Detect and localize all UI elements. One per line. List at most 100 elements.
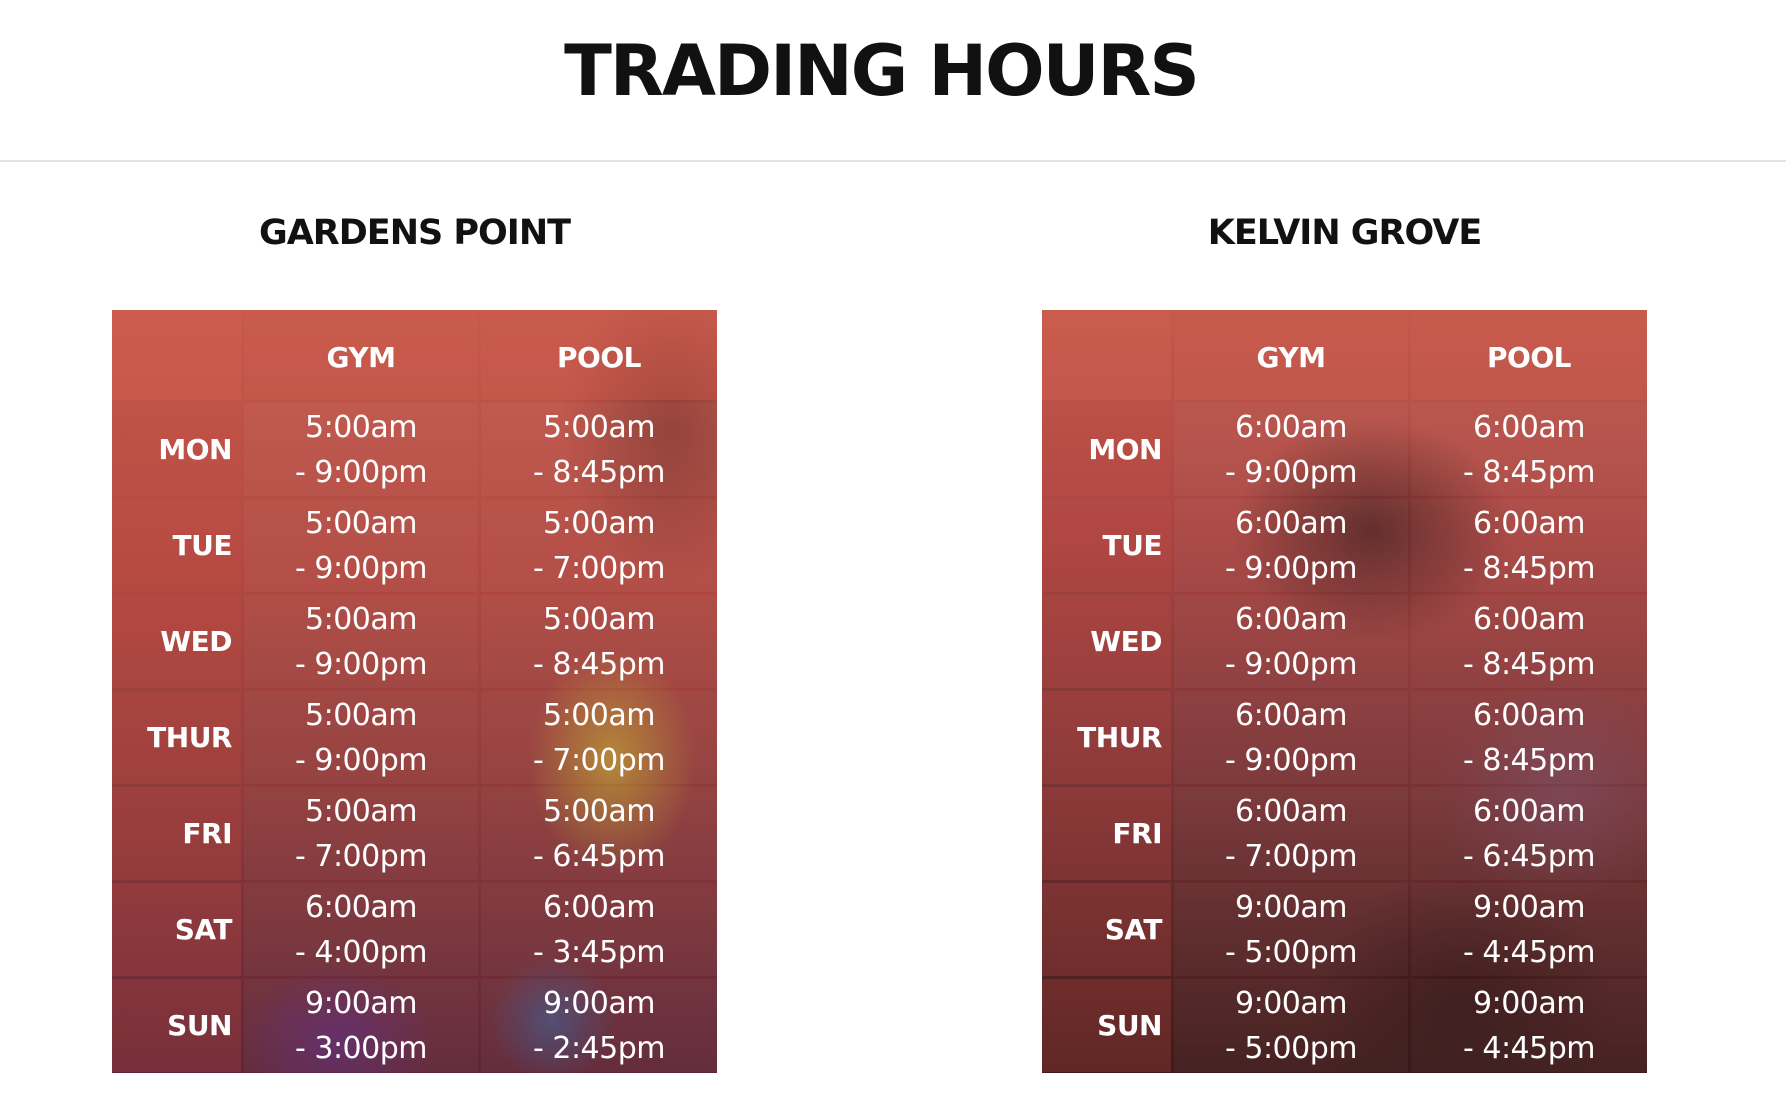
column-header-gym: GYM xyxy=(1174,310,1408,400)
pool-hours-cell: 6:00am - 8:45pm xyxy=(1411,595,1647,688)
gym-close-time: - 9:00pm xyxy=(1225,454,1358,490)
day-label: SUN xyxy=(112,979,241,1072)
gym-hours-cell: 5:00am - 9:00pm xyxy=(244,499,478,592)
pool-close-time: - 8:45pm xyxy=(533,646,666,682)
gym-open-time: 6:00am xyxy=(1235,697,1347,733)
hours-grid: GYM POOL MON 6:00am - 9:00pm 6:00am - 8:45pm TU… xyxy=(1042,310,1647,1073)
pool-open-time: 5:00am xyxy=(543,601,655,637)
gym-hours-cell: 9:00am - 5:00pm xyxy=(1174,883,1408,976)
day-label: THUR xyxy=(112,691,241,784)
gym-hours-cell: 6:00am - 4:00pm xyxy=(244,883,478,976)
gym-close-time: - 9:00pm xyxy=(1225,550,1358,586)
pool-open-time: 5:00am xyxy=(543,793,655,829)
pool-hours-cell: 6:00am - 6:45pm xyxy=(1411,787,1647,880)
gym-hours-cell: 6:00am - 9:00pm xyxy=(1174,691,1408,784)
pool-hours-cell: 6:00am - 8:45pm xyxy=(1411,403,1647,496)
gym-hours-cell: 5:00am - 9:00pm xyxy=(244,691,478,784)
hours-grid: GYM POOL MON 5:00am - 9:00pm 5:00am - 8:45pm TU… xyxy=(112,310,717,1073)
gym-open-time: 9:00am xyxy=(1235,985,1347,1021)
gym-hours-cell: 5:00am - 9:00pm xyxy=(244,403,478,496)
gym-open-time: 6:00am xyxy=(305,889,417,925)
column-header-pool: POOL xyxy=(1411,310,1647,400)
pool-hours-cell: 5:00am - 8:45pm xyxy=(481,595,717,688)
gym-close-time: - 3:00pm xyxy=(295,1030,428,1066)
gym-photo-background xyxy=(112,310,717,1073)
pool-hours-cell: 5:00am - 8:45pm xyxy=(481,403,717,496)
gym-open-time: 9:00am xyxy=(1235,889,1347,925)
day-label: MON xyxy=(112,403,241,496)
pool-hours-cell: 9:00am - 2:45pm xyxy=(481,979,717,1072)
gym-open-time: 6:00am xyxy=(1235,793,1347,829)
day-label: TUE xyxy=(1042,499,1171,592)
pool-hours-cell: 6:00am - 8:45pm xyxy=(1411,691,1647,784)
pool-hours-cell: 5:00am - 7:00pm xyxy=(481,499,717,592)
gym-close-time: - 5:00pm xyxy=(1225,934,1358,970)
pool-close-time: - 6:45pm xyxy=(1463,838,1596,874)
gym-open-time: 5:00am xyxy=(305,409,417,445)
day-label: FRI xyxy=(1042,787,1171,880)
day-label: WED xyxy=(1042,595,1171,688)
header-corner-cell xyxy=(112,310,241,400)
day-label: SAT xyxy=(1042,883,1171,976)
gym-open-time: 5:00am xyxy=(305,601,417,637)
gym-hours-cell: 9:00am - 5:00pm xyxy=(1174,979,1408,1072)
pool-close-time: - 8:45pm xyxy=(1463,742,1596,778)
gym-close-time: - 9:00pm xyxy=(1225,742,1358,778)
pool-close-time: - 6:45pm xyxy=(533,838,666,874)
hours-table-gardens-point: GYM POOL MON 5:00am - 9:00pm 5:00am - 8:45pm TU… xyxy=(112,310,717,1073)
pool-close-time: - 3:45pm xyxy=(533,934,666,970)
gym-close-time: - 9:00pm xyxy=(295,646,428,682)
pool-open-time: 6:00am xyxy=(1473,601,1585,637)
gym-open-time: 6:00am xyxy=(1235,505,1347,541)
page-title: TRADING HOURS xyxy=(564,30,1200,112)
pool-hours-cell: 5:00am - 6:45pm xyxy=(481,787,717,880)
pool-open-time: 9:00am xyxy=(1473,889,1585,925)
pool-open-time: 6:00am xyxy=(1473,697,1585,733)
pool-close-time: - 8:45pm xyxy=(1463,550,1596,586)
gym-hours-cell: 6:00am - 9:00pm xyxy=(1174,403,1408,496)
day-label: FRI xyxy=(112,787,241,880)
gym-hours-cell: 5:00am - 9:00pm xyxy=(244,595,478,688)
gym-close-time: - 9:00pm xyxy=(295,742,428,778)
gym-close-time: - 9:00pm xyxy=(295,454,428,490)
gym-close-time: - 4:00pm xyxy=(295,934,428,970)
gym-hours-cell: 6:00am - 9:00pm xyxy=(1174,499,1408,592)
hours-table-kelvin-grove: GYM POOL MON 6:00am - 9:00pm 6:00am - 8:45pm TU… xyxy=(1042,310,1647,1073)
gym-hours-cell: 6:00am - 9:00pm xyxy=(1174,595,1408,688)
pool-close-time: - 4:45pm xyxy=(1463,1030,1596,1066)
pool-close-time: - 8:45pm xyxy=(533,454,666,490)
gym-open-time: 5:00am xyxy=(305,793,417,829)
pool-hours-cell: 9:00am - 4:45pm xyxy=(1411,883,1647,976)
gym-hours-cell: 5:00am - 7:00pm xyxy=(244,787,478,880)
pool-hours-cell: 6:00am - 8:45pm xyxy=(1411,499,1647,592)
pool-close-time: - 4:45pm xyxy=(1463,934,1596,970)
pool-hours-cell: 5:00am - 7:00pm xyxy=(481,691,717,784)
gym-close-time: - 9:00pm xyxy=(1225,646,1358,682)
gym-close-time: - 9:00pm xyxy=(295,550,428,586)
pool-hours-cell: 6:00am - 3:45pm xyxy=(481,883,717,976)
pool-close-time: - 7:00pm xyxy=(533,742,666,778)
campus-title: KELVIN GROVE xyxy=(1207,213,1483,253)
gym-open-time: 6:00am xyxy=(1235,409,1347,445)
gym-close-time: - 5:00pm xyxy=(1225,1030,1358,1066)
gym-open-time: 9:00am xyxy=(305,985,417,1021)
day-label: WED xyxy=(112,595,241,688)
pool-open-time: 5:00am xyxy=(543,409,655,445)
gym-photo-background xyxy=(1042,310,1647,1073)
gym-open-time: 5:00am xyxy=(305,697,417,733)
header-corner-cell xyxy=(1042,310,1171,400)
header-divider xyxy=(0,160,1786,162)
pool-open-time: 5:00am xyxy=(543,505,655,541)
day-label: THUR xyxy=(1042,691,1171,784)
campus-title: GARDENS POINT xyxy=(258,213,571,253)
gym-close-time: - 7:00pm xyxy=(1225,838,1358,874)
gym-close-time: - 7:00pm xyxy=(295,838,428,874)
pool-open-time: 9:00am xyxy=(1473,985,1585,1021)
pool-open-time: 6:00am xyxy=(1473,793,1585,829)
pool-close-time: - 7:00pm xyxy=(533,550,666,586)
gym-hours-cell: 9:00am - 3:00pm xyxy=(244,979,478,1072)
pool-open-time: 6:00am xyxy=(1473,409,1585,445)
pool-close-time: - 8:45pm xyxy=(1463,646,1596,682)
column-header-pool: POOL xyxy=(481,310,717,400)
